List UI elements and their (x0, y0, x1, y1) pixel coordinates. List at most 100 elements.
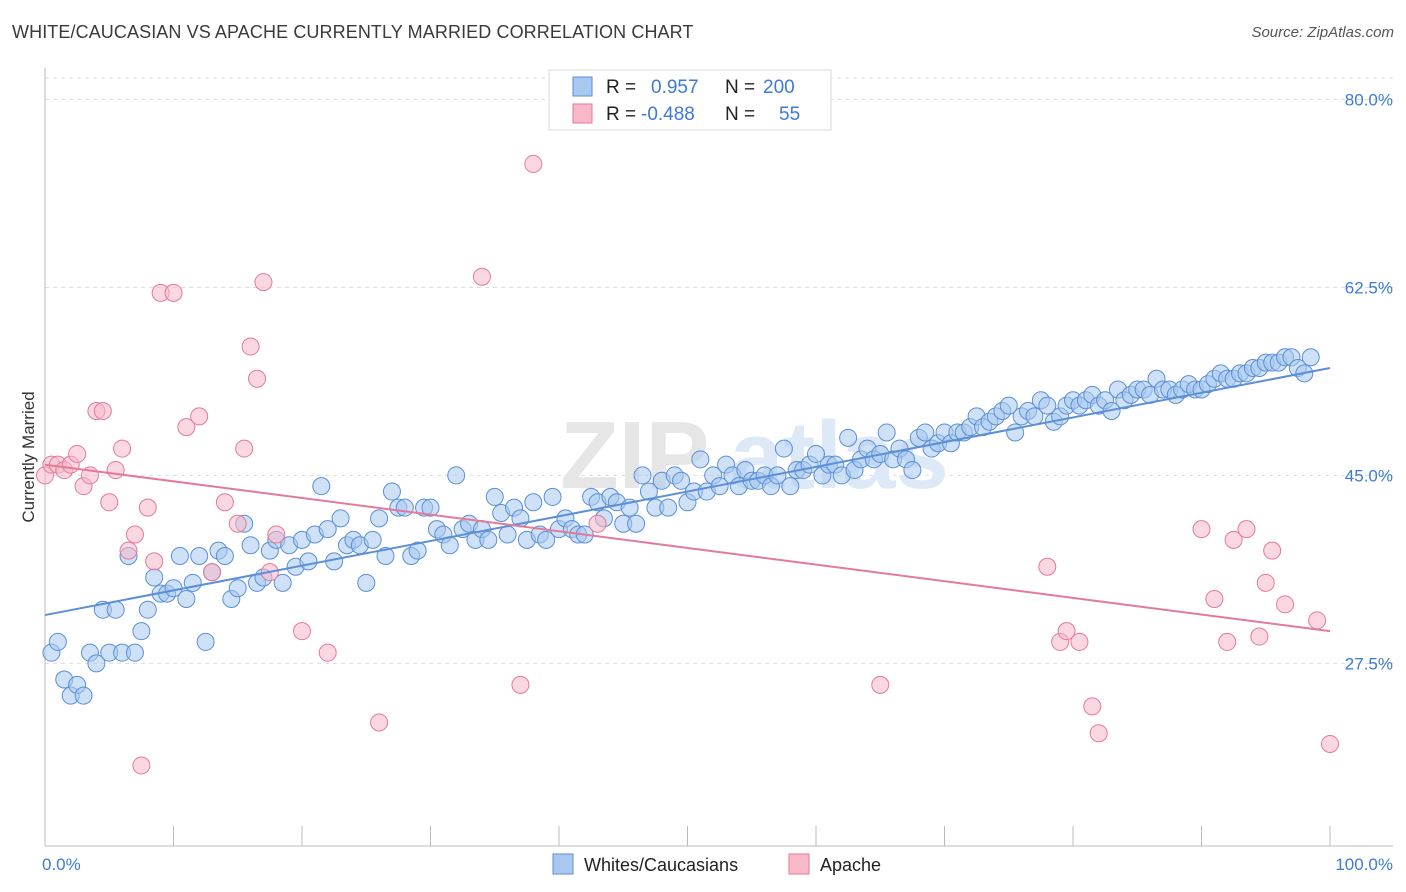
whites-point-75 (524, 493, 543, 512)
trend-lines (44, 367, 1331, 633)
whites-point-24 (196, 632, 215, 651)
apache-point-15 (132, 756, 151, 775)
whites-point-91 (627, 514, 646, 533)
legend-swatch-whites (572, 76, 593, 97)
apache-point-14 (125, 525, 144, 544)
y-tick-label-2: 62.5% (1345, 278, 1393, 297)
apache-point-17 (145, 552, 164, 571)
apache-point-43 (1083, 697, 1102, 716)
apache-point-44 (1089, 724, 1108, 743)
apache-trend-line (44, 463, 1331, 633)
whites-point-10 (106, 600, 125, 619)
whites-point-77 (537, 530, 556, 549)
whites-point-27 (215, 546, 234, 565)
whites-point-36 (273, 573, 292, 592)
whites-point-92 (633, 466, 652, 485)
legend-r-value-apache: -0.488 (641, 104, 695, 125)
whites-point-63 (447, 466, 466, 485)
apache-point-37 (588, 514, 607, 533)
apache-point-11 (106, 461, 125, 480)
x-tick-label-1: 100.0% (1335, 855, 1393, 874)
apache-point-12 (113, 439, 132, 458)
whites-point-119 (807, 444, 825, 463)
apache-point-53 (1276, 595, 1295, 614)
whites-point-1 (48, 632, 67, 651)
whites-point-52 (376, 546, 395, 565)
chart-source: Source: ZipAtlas.com (1251, 24, 1394, 41)
apache-point-23 (215, 493, 234, 512)
whites-point-51 (370, 509, 389, 528)
whites-point-55 (395, 498, 414, 517)
whites-point-42 (312, 477, 331, 496)
legend-n-label-whites: N = (725, 77, 755, 98)
apache-point-21 (190, 407, 209, 426)
whites-point-16 (145, 568, 164, 587)
whites-point-53 (382, 482, 401, 501)
axes (44, 68, 1393, 847)
apache-point-55 (1321, 734, 1339, 753)
whites-point-136 (916, 423, 935, 442)
apache-point-26 (241, 337, 260, 356)
whites-trend-line (44, 367, 1331, 617)
whites-point-20 (170, 546, 189, 565)
apache-point-35 (511, 675, 530, 694)
whites-point-57 (408, 541, 427, 560)
whites-point-59 (421, 498, 440, 517)
whites-point-98 (672, 471, 691, 490)
whites-point-21 (177, 589, 196, 608)
whites-point-13 (125, 643, 144, 662)
whites-point-14 (132, 622, 151, 641)
apache-point-42 (1070, 632, 1089, 651)
apache-point-28 (254, 273, 273, 292)
apache-point-19 (164, 283, 183, 302)
whites-point-5 (74, 686, 93, 705)
whites-point-15 (138, 600, 157, 619)
legend-r-label-apache: R = (606, 104, 636, 125)
apache-point-25 (235, 439, 254, 458)
whites-point-40 (299, 552, 318, 571)
legend-r-value-whites: 0.957 (651, 77, 699, 98)
whites-point-78 (543, 487, 562, 506)
whites-point-114 (774, 439, 793, 458)
apache-point-13 (119, 541, 138, 560)
apache-point-16 (138, 498, 157, 517)
apache-point-54 (1308, 611, 1327, 630)
apache-point-33 (370, 713, 389, 732)
y-tick-label-3: 80.0% (1345, 90, 1393, 109)
y-tick-label-0: 27.5% (1345, 654, 1393, 673)
whites-point-130 (877, 423, 896, 442)
y-axis-label: Currently Married (19, 391, 38, 522)
legend-r-label-whites: R = (606, 77, 636, 98)
whites-point-68 (479, 530, 498, 549)
bottom-legend-swatch-apache (788, 853, 810, 875)
whites-point-31 (241, 536, 260, 555)
legend-swatch-apache (572, 103, 593, 124)
whites-point-101 (691, 450, 710, 469)
apache-point-20 (177, 418, 196, 437)
y-tick-labels: 27.5% 45.0% 62.5% 80.0% (1345, 90, 1393, 673)
apache-point-46 (1205, 589, 1224, 608)
bottom-legend-swatch-whites (552, 853, 574, 875)
apache-point-38 (871, 675, 890, 694)
apache-point-22 (203, 563, 222, 582)
apache-point-36 (524, 154, 543, 173)
whites-point-7 (87, 654, 106, 673)
svg-text:atlas: atlas (730, 402, 949, 509)
whites-point-29 (228, 579, 247, 598)
y-tick-label-1: 45.0% (1345, 466, 1393, 485)
whites-point-71 (498, 525, 517, 544)
whites-point-134 (903, 461, 922, 480)
apache-point-27 (248, 369, 267, 388)
whites-point-43 (318, 520, 337, 539)
apache-point-41 (1057, 622, 1076, 641)
whites-point-50 (363, 530, 382, 549)
apache-point-24 (228, 514, 247, 533)
apache-point-50 (1250, 627, 1269, 646)
whites-point-49 (357, 573, 376, 592)
legend-n-value-whites: 200 (763, 77, 795, 98)
whites-point-69 (485, 487, 504, 506)
apache-point-48 (1224, 530, 1243, 549)
whites-point-149 (999, 396, 1018, 415)
chart-title: WHITE/CAUCASIAN VS APACHE CURRENTLY MARR… (12, 22, 694, 42)
